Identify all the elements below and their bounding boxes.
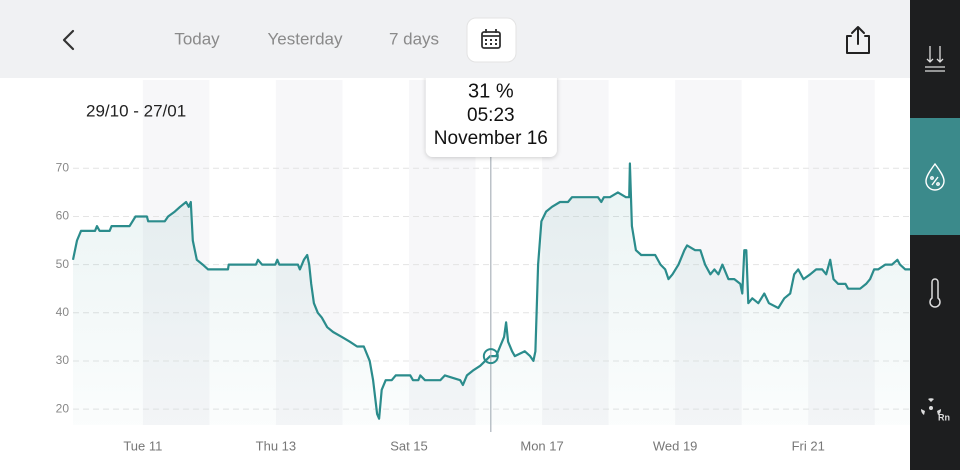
sidebar-selected[interactable] xyxy=(910,118,960,235)
y-tick-label: 20 xyxy=(56,401,70,415)
range-label: 29/10 - 27/01 xyxy=(86,101,186,120)
line xyxy=(71,162,910,420)
tooltip-date: November 16 xyxy=(434,128,548,149)
x-tick-label: Thu 13 xyxy=(256,438,296,453)
tab[interactable]: Yesterday xyxy=(268,29,343,48)
y-tick-label: 30 xyxy=(56,353,70,367)
y-tick-label: 40 xyxy=(56,305,70,319)
x-tick-label: Tue 11 xyxy=(123,438,162,453)
tooltip-time: 05:23 xyxy=(467,105,515,126)
radon-icon[interactable]: Rn xyxy=(920,398,950,422)
y-tick-label: 60 xyxy=(56,209,70,223)
pressure-icon[interactable] xyxy=(925,46,945,72)
radon-label: Rn xyxy=(938,412,950,422)
temperature-icon[interactable] xyxy=(929,278,941,308)
tab[interactable]: Today xyxy=(174,29,220,48)
x-tick-label: Fri 21 xyxy=(792,438,825,453)
tooltip-box xyxy=(425,70,557,157)
top-bar xyxy=(0,0,910,78)
share-button[interactable] xyxy=(846,26,870,54)
tooltip-value: 31 % xyxy=(468,80,514,102)
y-tick-label: 50 xyxy=(56,257,70,271)
cursor-point xyxy=(482,348,499,365)
humidity-icon[interactable] xyxy=(925,162,945,191)
x-tick-label: Mon 17 xyxy=(520,438,563,453)
x-tick-label: Wed 19 xyxy=(653,438,698,453)
area xyxy=(73,163,910,425)
calendar-button[interactable] xyxy=(466,17,517,63)
x-tick-label: Sat 15 xyxy=(390,438,428,453)
chart: Tue 11 Thu 13 Sat 15 Mon 17 Wed 19 Fri 21 20 30… xyxy=(56,70,910,453)
tab[interactable]: 7 days xyxy=(389,29,439,48)
back-button[interactable] xyxy=(62,29,75,51)
y-tick-label: 70 xyxy=(56,160,70,174)
